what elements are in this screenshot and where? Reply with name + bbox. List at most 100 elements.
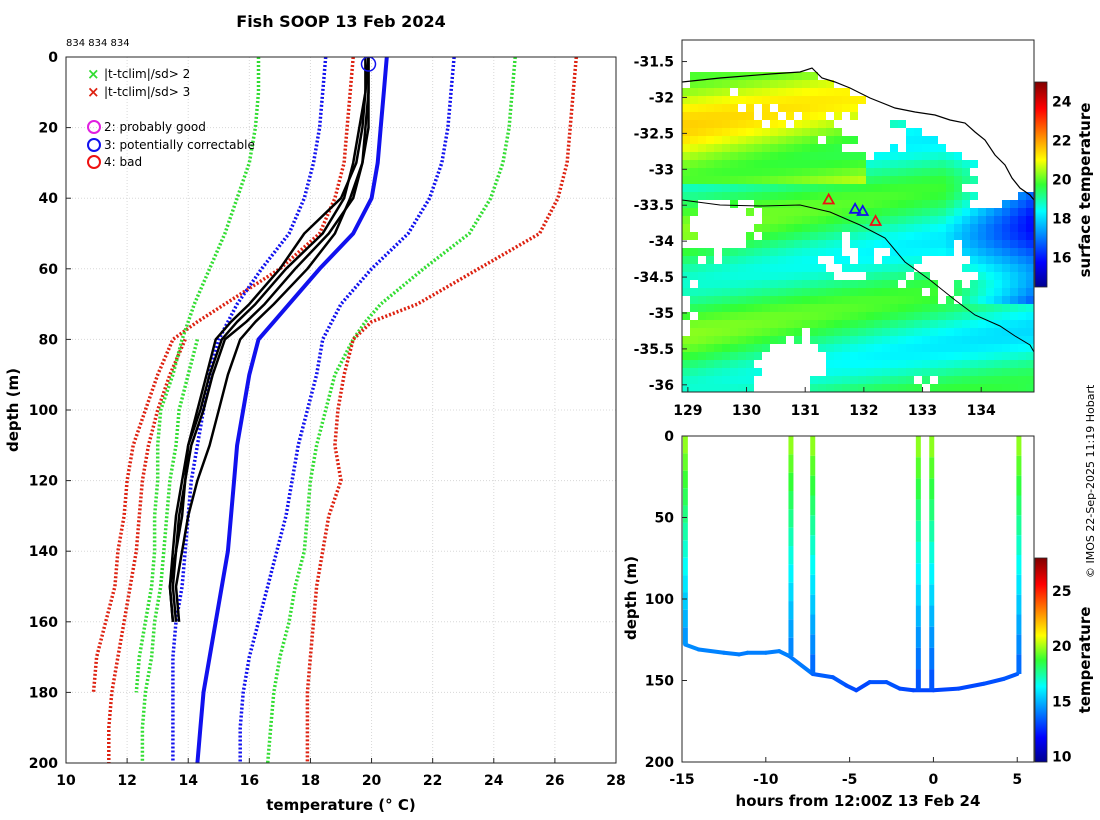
- sst-cell: [682, 208, 690, 216]
- sst-cell: [770, 232, 778, 240]
- sst-cell: [802, 208, 810, 216]
- sst-cell: [978, 240, 986, 248]
- sst-cell: [946, 240, 954, 248]
- sst-cell: [762, 152, 770, 160]
- sst-cell: [794, 88, 802, 96]
- sst-cell: [874, 320, 882, 328]
- sst-cell: [714, 80, 722, 88]
- sst-cell: [706, 160, 714, 168]
- sst-cell: [786, 256, 794, 264]
- sst-cell: [698, 312, 706, 320]
- sst-cell: [690, 360, 698, 368]
- sst-cell: [834, 240, 842, 248]
- sst-cell: [898, 320, 906, 328]
- profile-series-line-13: [168, 57, 367, 622]
- sst-cell: [914, 272, 922, 280]
- sst-cell: [842, 312, 850, 320]
- sst-cell: [786, 264, 794, 272]
- sst-cell: [722, 176, 730, 184]
- sst-cell: [730, 104, 738, 112]
- sst-cell: [930, 368, 938, 376]
- sst-cell: [770, 296, 778, 304]
- sst-cell: [746, 176, 754, 184]
- sst-cell: [842, 200, 850, 208]
- profile-x-label: temperature (° C): [266, 796, 416, 814]
- sst-cell: [794, 256, 802, 264]
- sst-cell: [706, 128, 714, 136]
- sst-cell: [898, 312, 906, 320]
- sst-cell: [714, 288, 722, 296]
- sst-cell: [794, 160, 802, 168]
- sst-cell: [858, 184, 866, 192]
- sst-cell: [866, 256, 874, 264]
- sst-cell: [914, 248, 922, 256]
- sst-cell: [874, 384, 882, 392]
- sst-cell: [978, 248, 986, 256]
- sst-cell: [994, 224, 1002, 232]
- sst-cell: [1018, 200, 1026, 208]
- sst-cell: [754, 184, 762, 192]
- map-x-tick-label: 130: [732, 403, 761, 419]
- sst-cell: [762, 320, 770, 328]
- profile-ticks: 10 12 14 16 18 20 22 24 26 28 0 20 40 60 80 100 120 140 16…: [29, 50, 626, 789]
- sst-cell: [762, 344, 770, 352]
- bottom-trace-segment: [787, 654, 815, 676]
- legend-probably-good-label: 2: probably good: [104, 120, 206, 134]
- sst-cell: [938, 368, 946, 376]
- legend-item-sd3: × |t-tclim|/sd> 3: [87, 83, 190, 101]
- sst-cell: [810, 248, 818, 256]
- sst-cell: [978, 320, 986, 328]
- sst-cell: [930, 360, 938, 368]
- sst-cell: [946, 168, 954, 176]
- sst-cell: [858, 160, 866, 168]
- sst-cell: [810, 208, 818, 216]
- profile-y-tick-label: 120: [29, 474, 58, 490]
- sst-cell: [762, 256, 770, 264]
- sst-cell: [906, 296, 914, 304]
- sst-cell: [778, 224, 786, 232]
- sst-cell: [1026, 216, 1034, 224]
- sst-cell: [706, 304, 714, 312]
- sst-cell: [938, 208, 946, 216]
- sst-cell: [970, 216, 978, 224]
- sst-cell: [722, 192, 730, 200]
- sst-cell: [954, 280, 962, 288]
- sst-cell: [730, 112, 738, 120]
- sst-cell: [906, 248, 914, 256]
- sst-cell: [834, 128, 842, 136]
- sst-cell: [1002, 208, 1010, 216]
- sst-cell: [714, 168, 722, 176]
- sst-cell: [1010, 376, 1018, 384]
- sst-cell: [778, 216, 786, 224]
- sst-cell: [706, 72, 714, 80]
- sst-cell: [866, 240, 874, 248]
- sst-cell: [738, 376, 746, 384]
- sst-cell: [1026, 248, 1034, 256]
- sst-cell: [826, 352, 834, 360]
- sst-cell: [890, 384, 898, 392]
- sst-cell: [770, 208, 778, 216]
- sst-cell: [682, 232, 690, 240]
- sst-cell: [970, 344, 978, 352]
- sst-cell: [1018, 224, 1026, 232]
- sst-cell: [866, 160, 874, 168]
- sst-cell: [978, 376, 986, 384]
- sst-cell: [954, 168, 962, 176]
- sst-cell: [946, 384, 954, 392]
- sst-cell: [802, 144, 810, 152]
- sst-cell: [794, 128, 802, 136]
- sst-cell: [730, 160, 738, 168]
- sst-cell: [794, 168, 802, 176]
- sst-cell: [970, 384, 978, 392]
- sst-cell: [762, 216, 770, 224]
- map-y-tick-label: -33.5: [634, 198, 674, 214]
- sst-cell: [802, 264, 810, 272]
- sst-cell: [802, 112, 810, 120]
- sst-cell: [802, 224, 810, 232]
- sst-cell: [850, 344, 858, 352]
- sst-cell: [914, 208, 922, 216]
- sst-cell: [818, 80, 826, 88]
- sst-cell: [914, 216, 922, 224]
- sst-cell: [714, 296, 722, 304]
- sst-cell: [754, 168, 762, 176]
